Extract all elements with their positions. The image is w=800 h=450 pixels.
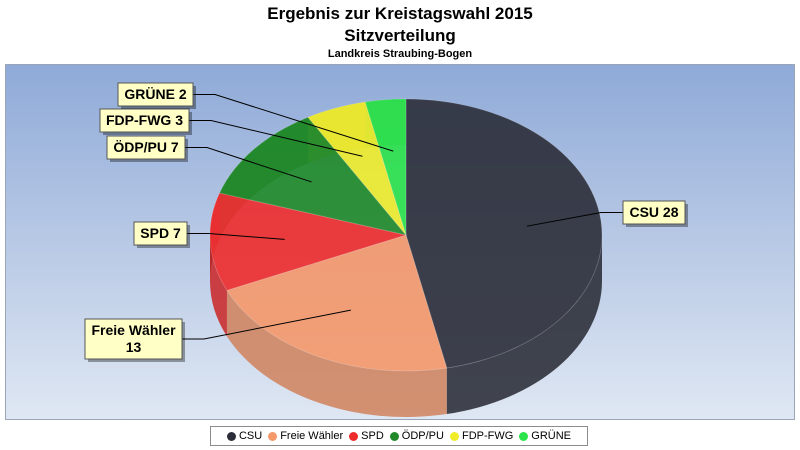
label-box — [117, 82, 194, 107]
legend-label: Freie Wähler — [280, 430, 344, 442]
legend-label: GRÜNE — [531, 430, 572, 442]
legend-label: CSU — [238, 430, 263, 442]
data-label-text: 13 — [126, 339, 142, 355]
legend-item-fdp-fwg: FDP-FWG — [449, 430, 514, 442]
leader-line-freie-waehler — [182, 309, 351, 340]
pie-slice-freie-waehler — [226, 234, 448, 372]
label-oedp-pu: ÖDP/PU 7 — [106, 135, 312, 183]
label-gruene: GRÜNE 2 — [117, 82, 394, 152]
legend-marker — [226, 431, 236, 441]
legend-marker — [449, 431, 459, 441]
label-fdp-fwg: FDP-FWG 3 — [99, 108, 363, 157]
data-label-text: Freie Wähler — [91, 322, 176, 338]
legend-item-spd: SPD — [349, 430, 384, 442]
plot-area: CSU 28 Freie Wähler 13 SPD 7 ÖDP/PU 7 FDP-FWG… — [5, 64, 795, 420]
chart-region-subtitle: Landkreis Straubing-Bogen — [327, 48, 473, 60]
legend-label: FDP-FWG — [461, 430, 514, 442]
label-csu: CSU 28 — [526, 200, 688, 227]
pie-slice-csu — [405, 98, 603, 369]
data-label-text: GRÜNE 2 — [124, 86, 186, 102]
legend-item-oedp-pu: ÖDP/PU — [389, 430, 444, 442]
leader-line-fdp-fwg — [189, 120, 363, 157]
label-box — [622, 200, 686, 225]
data-label-text: SPD 7 — [140, 225, 181, 241]
pie-side-spd — [210, 235, 227, 337]
label-box — [133, 221, 188, 246]
pie-slice-spd — [209, 192, 408, 291]
data-label-text: CSU 28 — [629, 204, 678, 220]
legend-marker — [268, 431, 278, 441]
legend-item-freie-waehler: Freie Wähler — [268, 430, 343, 442]
data-label-text: FDP-FWG 3 — [106, 112, 183, 128]
legend-marker — [519, 431, 529, 441]
legend-marker — [389, 431, 399, 441]
label-spd: SPD 7 — [133, 221, 285, 248]
chart-title: Ergebnis zur Kreistagswahl 2015 — [267, 4, 533, 23]
leader-line-oedp-pu — [185, 147, 312, 183]
legend-item-csu: CSU — [226, 430, 263, 442]
pie-slices — [209, 98, 603, 372]
data-label-text: ÖDP/PU 7 — [113, 139, 179, 155]
legend-label: ÖDP/PU — [401, 430, 444, 442]
pie-slice-oedp-pu — [218, 116, 408, 236]
legend-marker — [349, 431, 359, 441]
pie-slice-gruene — [364, 98, 407, 236]
pie-side-freie-waehler — [226, 290, 447, 417]
legend: CSU Freie Wähler SPD ÖDP/PU FDP-FWG GRÜNE — [210, 426, 588, 446]
legend-item-gruene: GRÜNE — [519, 430, 571, 442]
chart-subtitle: Sitzverteilung — [344, 26, 456, 45]
leader-line-spd — [187, 233, 285, 240]
pie-slice-fdp-fwg — [307, 101, 407, 236]
label-box — [84, 318, 183, 360]
leader-line-gruene — [193, 94, 394, 152]
label-box — [106, 135, 186, 160]
leader-line-csu — [526, 212, 623, 227]
pie-side-csu — [446, 235, 602, 415]
label-box — [99, 108, 190, 133]
legend-label: SPD — [361, 430, 384, 442]
